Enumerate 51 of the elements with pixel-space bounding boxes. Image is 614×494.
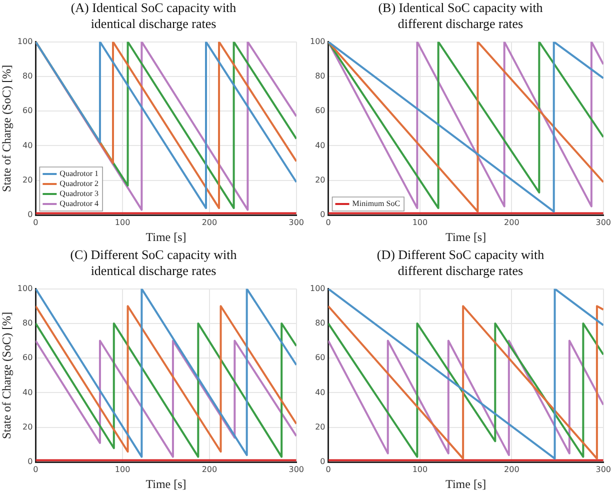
y-tick-label: 60 — [22, 353, 33, 362]
y-axis-title: State of Charge (SoC) [%] — [0, 64, 14, 192]
chart-title: (D) Different SoC capacity with different discharge rates — [376, 247, 546, 279]
x-tick-label: 100 — [412, 464, 428, 474]
y-tick-label: 60 — [315, 353, 326, 362]
legend-label: Quadrotor 2 — [60, 179, 99, 188]
x-tick-label: 200 — [504, 218, 520, 227]
x-axis-title: Time [s] — [446, 476, 486, 491]
y-tick-label: 100 — [310, 284, 326, 293]
y-tick-label: 0 — [28, 457, 33, 466]
y-tick-label: 0 — [28, 210, 33, 220]
y-tick-label: 40 — [315, 140, 326, 150]
legend-label: Quadrotor 4 — [60, 199, 99, 208]
y-tick-label: 80 — [315, 72, 326, 81]
legend-label: Quadrotor 1 — [60, 169, 99, 178]
legend-label: Quadrotor 3 — [60, 189, 99, 198]
x-tick-label: 100 — [114, 218, 130, 227]
y-tick-label: 0 — [320, 457, 326, 466]
x-tick-label: 300 — [596, 464, 612, 474]
x-tick-label: 300 — [288, 218, 304, 227]
x-axis-title: Time [s] — [146, 230, 186, 244]
x-tick-label: 100 — [114, 464, 130, 474]
x-tick-label: 300 — [596, 218, 612, 227]
y-tick-label: 0 — [320, 210, 326, 220]
y-tick-label: 40 — [22, 388, 33, 397]
x-tick-label: 100 — [412, 218, 428, 227]
y-tick-label: 40 — [315, 388, 326, 397]
y-tick-label: 20 — [22, 175, 33, 184]
chart-title: (A) Identical SoC capacity with identical discharge rates — [70, 0, 238, 32]
y-tick-label: 80 — [22, 318, 33, 328]
y-tick-label: 60 — [315, 106, 326, 116]
y-axis-title: State of Charge (SoC) [%] — [0, 312, 14, 439]
x-axis-title: Time [s] — [446, 230, 486, 244]
y-tick-label: 80 — [22, 72, 33, 81]
x-tick-label: 300 — [288, 464, 304, 474]
y-tick-label: 100 — [17, 36, 33, 46]
chart-title: (B) Identical SoC capacity with different discharge rates — [377, 0, 544, 32]
y-tick-label: 20 — [315, 422, 326, 432]
chart-title: (C) Different SoC capacity with identical discharge rates — [69, 247, 238, 279]
y-tick-label: 20 — [22, 422, 33, 432]
x-axis-title: Time [s] — [146, 476, 186, 491]
y-tick-label: 100 — [310, 36, 326, 46]
y-tick-label: 40 — [22, 140, 33, 150]
legend-label: Minimum SoC — [352, 199, 400, 208]
x-tick-label: 200 — [202, 464, 218, 474]
x-tick-label: 200 — [202, 218, 218, 227]
y-tick-label: 100 — [17, 284, 33, 293]
y-tick-label: 80 — [315, 318, 326, 328]
y-tick-label: 20 — [315, 175, 326, 184]
x-tick-label: 200 — [504, 464, 520, 474]
y-tick-label: 60 — [22, 106, 33, 116]
